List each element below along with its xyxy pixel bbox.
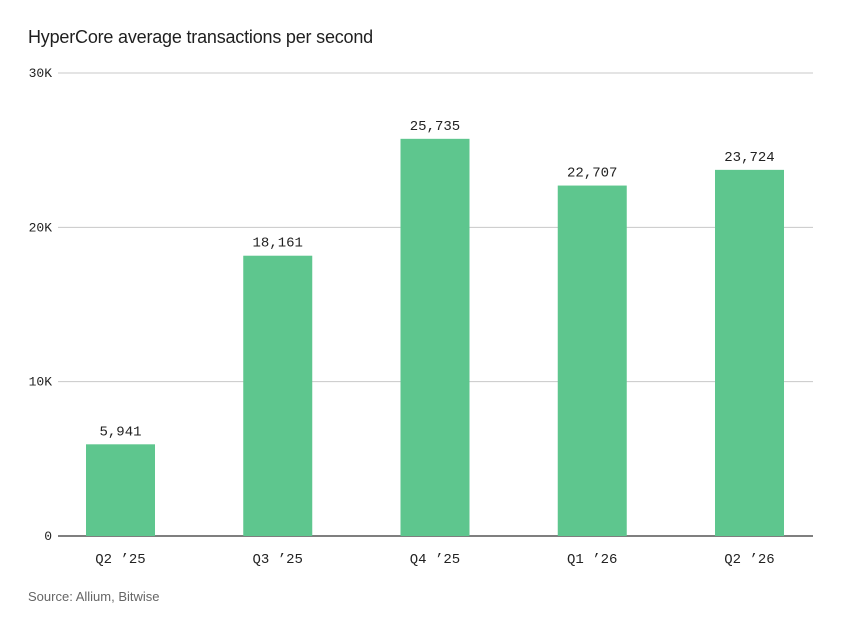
source-note: Source: Allium, Bitwise <box>28 589 160 604</box>
x-tick-label: Q4 ’25 <box>410 552 460 568</box>
bar <box>400 138 470 536</box>
data-label: 18,161 <box>253 236 303 252</box>
data-label: 5,941 <box>99 424 141 440</box>
bar <box>715 169 784 536</box>
labels: 0 10K 20K 30K 5,941 Q2 ’25 18,161 Q3 ’25 25,735 Q… <box>29 66 775 568</box>
x-tick-label: Q1 ’26 <box>567 552 617 568</box>
y-tick-label: 20K <box>29 220 53 235</box>
x-tick-label: Q3 ’25 <box>253 552 303 568</box>
bar <box>243 255 313 536</box>
y-tick-label: 30K <box>29 66 53 81</box>
bars <box>86 138 784 536</box>
bar <box>86 444 155 536</box>
x-tick-label: Q2 ’26 <box>724 552 774 568</box>
data-label: 22,707 <box>567 166 617 182</box>
chart-title: HyperCore average transactions per secon… <box>28 27 373 47</box>
data-label: 23,724 <box>724 150 774 166</box>
y-tick-label: 10K <box>29 375 53 390</box>
x-tick-label: Q2 ’25 <box>95 552 145 568</box>
y-tick-label: 0 <box>44 529 52 544</box>
bar <box>557 185 627 536</box>
data-label: 25,735 <box>410 119 460 135</box>
